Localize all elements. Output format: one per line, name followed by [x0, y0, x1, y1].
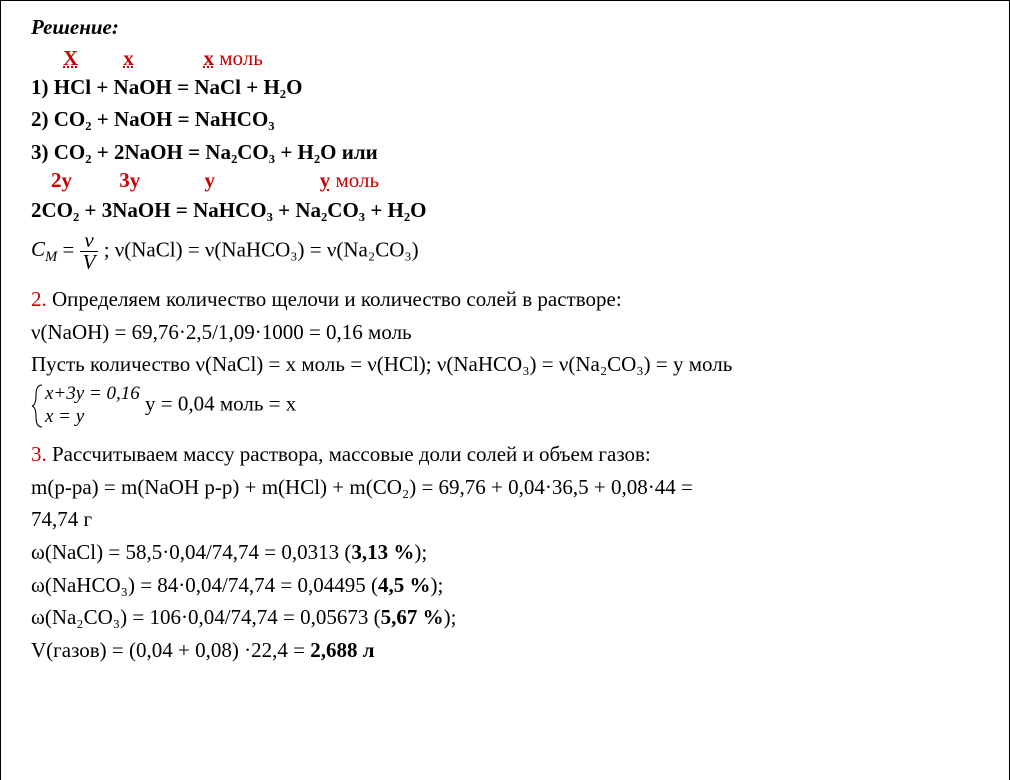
cm-c: C [31, 237, 45, 261]
formula-equalities: ; ν(NaCl) = ν(NaHCO₃) = ν(Na₂CO₃) [98, 237, 418, 261]
sec3-l4b: 5,67 % [381, 605, 444, 629]
anno1-unit: моль [219, 46, 263, 71]
sec3-line2: ω(NaCl) = 58,5·0,04/74,74 = 0,0313 (3,13… [31, 536, 989, 569]
sec2-num: 2. [31, 287, 47, 311]
anno1-b: x [123, 46, 198, 71]
equation-1: 1) HCl + NaOH = NaCl + H₂O [31, 71, 989, 104]
sys-result: y = 0,04 моль = x [140, 391, 297, 415]
sec2-title: Определяем количество щелочи и количеств… [47, 287, 622, 311]
sec2-line2: Пусть количество ν(NaCl) = x моль = ν(HC… [31, 348, 989, 381]
anno2-d: y [320, 168, 331, 193]
anno1-c: x [204, 46, 215, 71]
equation-2: 2) CO₂ + NaOH = NaHCO₃ [31, 103, 989, 136]
sec3-l3a: ω(NaHCO₃) = 84·0,04/74,74 = 0,04495 ( [31, 573, 378, 597]
sec3-l2a: ω(NaCl) = 58,5·0,04/74,74 = 0,0313 ( [31, 540, 351, 564]
solution-page: Решение: X x x моль 1) HCl + NaOH = NaCl… [0, 0, 1010, 780]
sec3-l4c: ); [444, 605, 457, 629]
sec3-l3c: ); [430, 573, 443, 597]
anno1-c-wrap: x моль [204, 46, 263, 71]
section-2-header: 2. Определяем количество щелочи и количе… [31, 283, 989, 316]
sec3-title: Рассчитываем массу раствора, массовые до… [47, 442, 651, 466]
brace-system: x+3y = 0,16 x = y [31, 383, 140, 429]
sec3-line1b: 74,74 г [31, 503, 989, 536]
sec3-l2c: ); [414, 540, 427, 564]
sec3-l4a: ω(Na₂CO₃) = 106·0,04/74,74 = 0,05673 ( [31, 605, 381, 629]
equation-3-text: 3) CO₂ + 2NaOH = Na₂CO₃ + H₂O или [31, 140, 378, 164]
solution-title: Решение: [31, 11, 989, 44]
sys-line1: x+3y = 0,16 [45, 383, 140, 406]
sec3-line1: m(р-ра) = m(NaOH р-р) + m(HCl) + m(CO₂) … [31, 471, 989, 504]
anno2-b: 3y [119, 168, 199, 193]
equals-text: = [63, 237, 80, 261]
sec3-num: 3. [31, 442, 47, 466]
sec3-line3: ω(NaHCO₃) = 84·0,04/74,74 = 0,04495 (4,5… [31, 569, 989, 602]
anno2-c: y [205, 168, 315, 193]
cm-sub: M [45, 250, 57, 266]
sec3-l5b: 2,688 л [310, 638, 374, 662]
equation-4: 2CO₂ + 3NaOH = NaHCO₃ + Na₂CO₃ + H₂O [31, 194, 989, 227]
brace-icon [31, 383, 45, 429]
sys-line2: x = y [45, 406, 140, 429]
concentration-formula: CM = ν V ; ν(NaCl) = ν(NaHCO₃) = ν(Na₂CO… [31, 230, 989, 273]
fraction: ν V [80, 230, 99, 273]
sec2-line1: ν(NaOH) = 69,76·2,5/1,09·1000 = 0,16 мол… [31, 316, 989, 349]
anno2-d-wrap: y моль [320, 168, 379, 193]
sec3-line4: ω(Na₂CO₃) = 106·0,04/74,74 = 0,05673 (5,… [31, 601, 989, 634]
sec3-l2b: 3,13 % [351, 540, 414, 564]
anno2-a: 2y [51, 168, 114, 193]
frac-den: V [80, 252, 99, 273]
section-3-header: 3. Рассчитываем массу раствора, массовые… [31, 438, 989, 471]
sec3-line5: V(газов) = (0,04 + 0,08) ·22,4 = 2,688 л [31, 634, 989, 667]
equation-3: 3) CO₂ + 2NaOH = Na₂CO₃ + H₂O или [31, 136, 989, 169]
cm-symbol: CM [31, 237, 57, 261]
anno2-unit: моль [336, 168, 380, 193]
frac-num: ν [80, 230, 99, 252]
annotation-row-2: 2y 3y y y моль [31, 168, 989, 193]
sec3-l3b: 4,5 % [378, 573, 431, 597]
sec3-l5a: V(газов) = (0,04 + 0,08) ·22,4 = [31, 638, 310, 662]
anno1-a: X [63, 46, 118, 71]
annotation-row-1: X x x моль [31, 46, 989, 71]
system-row: x+3y = 0,16 x = y y = 0,04 моль = x [31, 383, 989, 429]
